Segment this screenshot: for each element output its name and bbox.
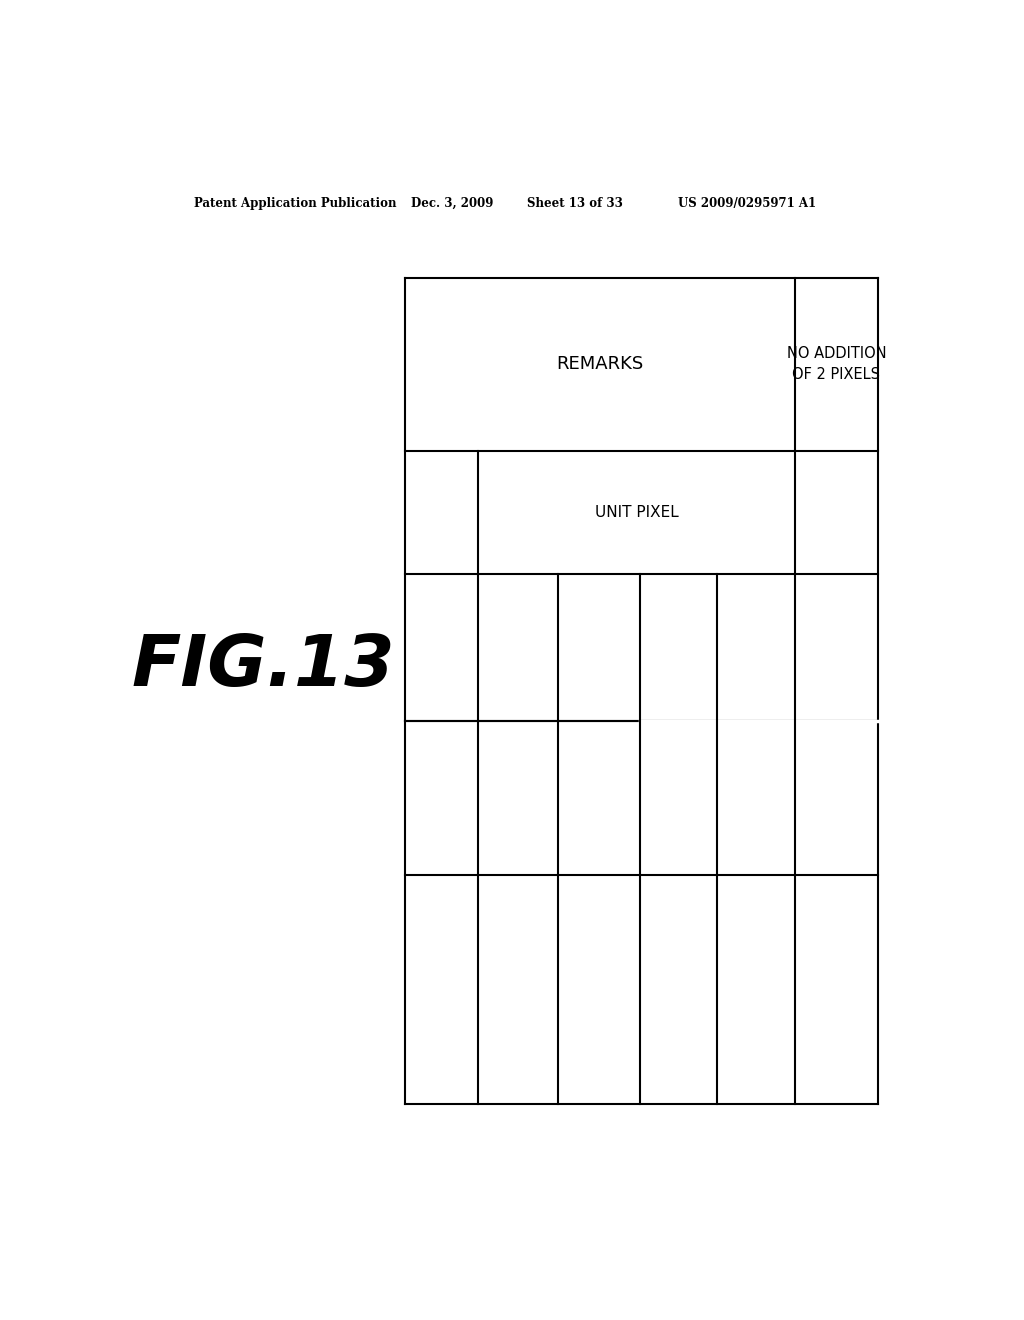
Text: US 2009/0295971 A1: US 2009/0295971 A1 xyxy=(678,197,816,210)
Text: NO ADDITION
OF 2 PIXELS: NO ADDITION OF 2 PIXELS xyxy=(786,346,886,383)
Text: FIG.13: FIG.13 xyxy=(132,632,395,701)
Text: Dec. 3, 2009: Dec. 3, 2009 xyxy=(411,197,494,210)
Text: REMARKS: REMARKS xyxy=(556,355,643,374)
Text: Patent Application Publication: Patent Application Publication xyxy=(194,197,396,210)
Text: Sheet 13 of 33: Sheet 13 of 33 xyxy=(527,197,623,210)
Text: UNIT PIXEL: UNIT PIXEL xyxy=(595,506,678,520)
